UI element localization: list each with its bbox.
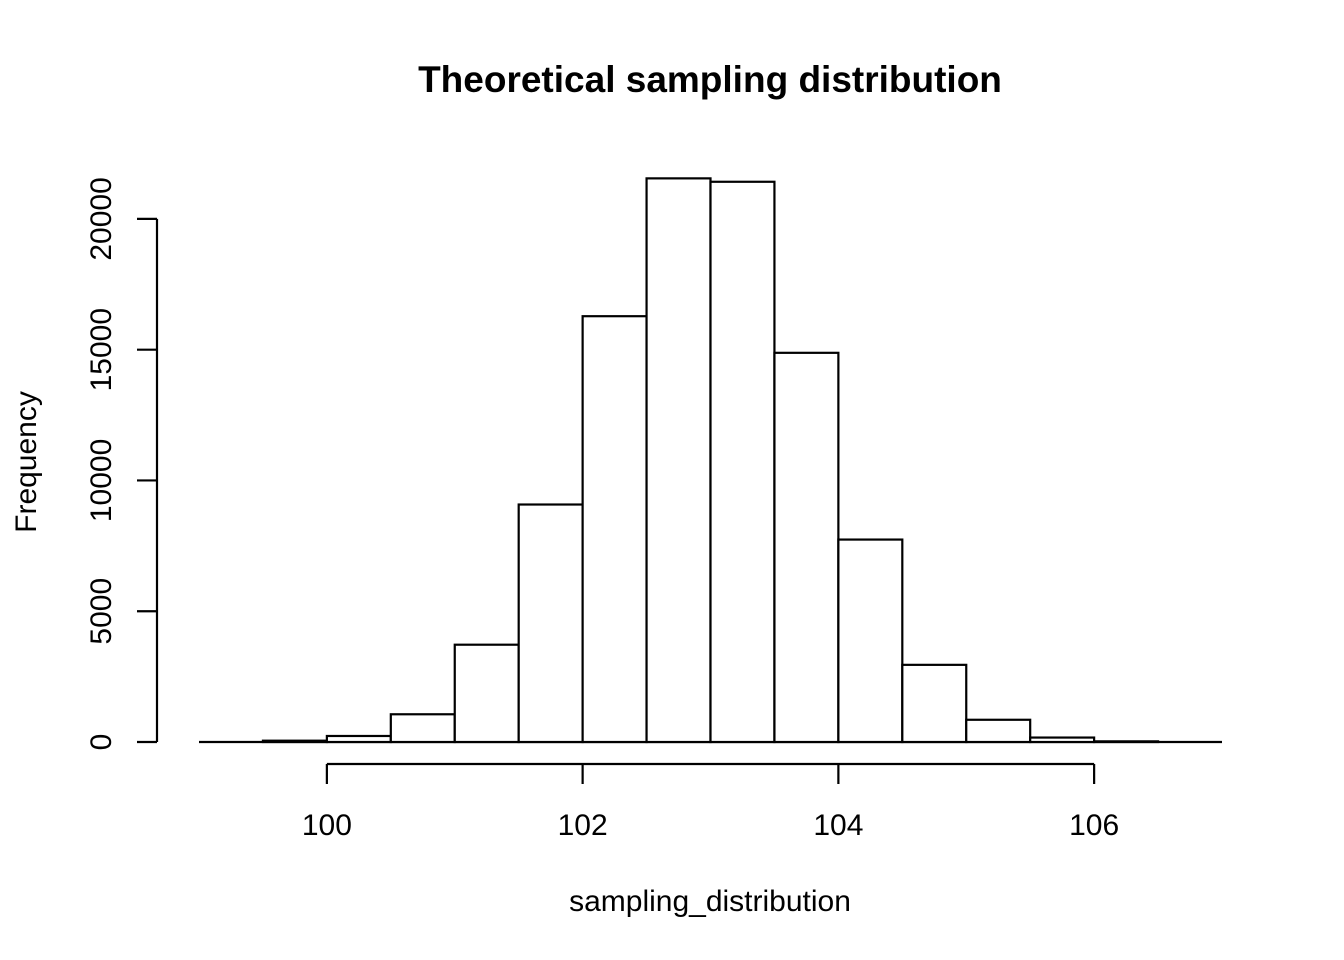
histogram-bar: [517, 503, 584, 744]
histogram-bar: [773, 351, 840, 744]
histogram-bar: [389, 713, 456, 744]
chart-title: Theoretical sampling distribution: [418, 59, 1002, 100]
bars-group: [261, 177, 1160, 744]
y-tick-label: 10000: [85, 439, 118, 522]
histogram-bar: [325, 734, 392, 744]
y-axis: 0 5000 10000 15000 20000: [85, 177, 159, 751]
histogram-bar: [1093, 740, 1160, 744]
x-tick-label: 100: [302, 809, 352, 842]
x-tick-label: 102: [558, 809, 608, 842]
histogram-bar: [1029, 736, 1096, 744]
y-axis-label: Frequency: [10, 391, 43, 533]
histogram-bar: [261, 739, 328, 744]
x-axis: 100 102 104 106: [302, 762, 1119, 842]
y-tick-label: 15000: [85, 308, 118, 391]
histogram-bar: [965, 718, 1032, 744]
histogram-bar: [581, 315, 648, 744]
y-tick-label: 20000: [85, 177, 118, 260]
x-axis-label: sampling_distribution: [569, 885, 851, 918]
histogram-bar: [453, 643, 520, 744]
histogram-bar: [837, 538, 904, 744]
histogram-bar: [645, 177, 712, 744]
y-tick-label: 5000: [85, 578, 118, 645]
histogram-bar: [709, 180, 776, 744]
y-tick-label: 0: [85, 734, 118, 751]
x-tick-label: 106: [1069, 809, 1119, 842]
x-tick-label: 104: [813, 809, 863, 842]
histogram-bar: [901, 663, 968, 744]
